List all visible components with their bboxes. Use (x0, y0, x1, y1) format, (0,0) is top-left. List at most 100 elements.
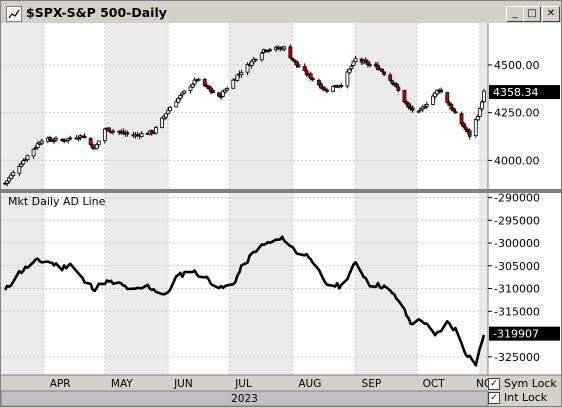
candle-body[interactable] (339, 85, 344, 87)
maximize-button[interactable]: □ (523, 6, 541, 22)
candle-body[interactable] (160, 117, 164, 128)
candle-body[interactable] (221, 91, 226, 97)
candle-body[interactable] (82, 135, 87, 139)
candle-body[interactable] (182, 90, 187, 94)
candle-body[interactable] (396, 86, 401, 91)
candle-body[interactable] (196, 78, 201, 81)
candle-body[interactable] (33, 146, 38, 149)
candle-body[interactable] (374, 63, 378, 67)
candle-body[interactable] (292, 59, 297, 62)
candle-body[interactable] (149, 130, 154, 134)
candle-body[interactable] (351, 60, 356, 66)
candle-body[interactable] (219, 95, 223, 98)
ad-line[interactable] (3, 235, 486, 367)
close-button[interactable]: ✕ (542, 6, 560, 22)
candle-body[interactable] (308, 73, 313, 79)
minimize-button[interactable]: _ (506, 6, 524, 22)
candle-body[interactable] (208, 87, 213, 92)
candle-body[interactable] (225, 88, 230, 91)
title-bar[interactable]: $SPX-S&P 500-Daily _ □ ✕ (2, 2, 560, 25)
candle-body[interactable] (88, 138, 93, 145)
candle-body[interactable] (253, 58, 258, 61)
candle-body[interactable] (323, 88, 327, 91)
candle-body[interactable] (394, 83, 399, 87)
candle-body[interactable] (459, 113, 464, 125)
candle-body[interactable] (416, 110, 421, 113)
candle-body[interactable] (117, 130, 122, 133)
candle-body[interactable] (349, 65, 354, 70)
candle-body[interactable] (94, 144, 99, 150)
candle-body[interactable] (5, 180, 10, 184)
candle-body[interactable] (17, 165, 22, 174)
candle-body[interactable] (424, 104, 429, 107)
candle-body[interactable] (347, 68, 352, 74)
candle-body[interactable] (164, 113, 168, 118)
candle-body[interactable] (404, 101, 409, 105)
candle-body[interactable] (211, 90, 215, 94)
candle-body[interactable] (235, 74, 240, 81)
candle-body[interactable] (345, 71, 350, 87)
candle-body[interactable] (107, 127, 111, 132)
candle-body[interactable] (451, 107, 456, 112)
candle-body[interactable] (39, 140, 44, 144)
candle-body[interactable] (96, 140, 101, 146)
candle-body[interactable] (21, 160, 26, 165)
candle-body[interactable] (125, 132, 130, 135)
candle-body[interactable] (111, 130, 115, 133)
candle-body[interactable] (422, 106, 427, 109)
candle-body[interactable] (310, 77, 315, 81)
candle-body[interactable] (245, 63, 250, 73)
candle-body[interactable] (316, 80, 321, 86)
candle-body[interactable] (223, 89, 228, 93)
candle-body[interactable] (431, 95, 435, 105)
candle-body[interactable] (319, 83, 323, 89)
candle-body[interactable] (479, 101, 484, 110)
candle-body[interactable] (325, 89, 329, 92)
candle-body[interactable] (178, 95, 183, 99)
candle-body[interactable] (35, 143, 40, 148)
candle-body[interactable] (410, 107, 415, 111)
candle-body[interactable] (239, 72, 244, 76)
candle-body[interactable] (304, 70, 309, 75)
candle-body[interactable] (363, 59, 368, 63)
candle-body[interactable] (176, 97, 181, 103)
candle-body[interactable] (153, 127, 158, 134)
candle-body[interactable] (402, 90, 407, 103)
candle-body[interactable] (166, 109, 170, 115)
candle-body[interactable] (188, 86, 193, 91)
candle-body[interactable] (296, 64, 301, 68)
candle-body[interactable] (180, 92, 185, 96)
candle-body[interactable] (9, 174, 14, 179)
candle-body[interactable] (439, 89, 444, 93)
candle-body[interactable] (302, 66, 307, 71)
candle-body[interactable] (461, 122, 466, 128)
candle-body[interactable] (331, 85, 336, 92)
candle-body[interactable] (192, 79, 197, 85)
candle-body[interactable] (68, 137, 73, 140)
candle-body[interactable] (139, 133, 144, 138)
candle-body[interactable] (463, 126, 468, 130)
candle-body[interactable] (259, 52, 264, 61)
candle-body[interactable] (168, 106, 173, 112)
candle-body[interactable] (121, 130, 126, 134)
candle-body[interactable] (90, 144, 95, 149)
candle-body[interactable] (231, 79, 236, 89)
candle-body[interactable] (433, 92, 437, 98)
candle-body[interactable] (321, 86, 325, 90)
candle-body[interactable] (449, 104, 454, 110)
price-candles[interactable] (3, 44, 486, 187)
candle-body[interactable] (406, 102, 411, 108)
candle-body[interactable] (380, 68, 384, 72)
candle-body[interactable] (477, 108, 482, 117)
candle-body[interactable] (288, 46, 293, 59)
candle-body[interactable] (7, 177, 12, 182)
candle-body[interactable] (445, 92, 450, 103)
candle-body[interactable] (19, 163, 24, 167)
candle-body[interactable] (174, 101, 179, 108)
candle-body[interactable] (76, 137, 81, 140)
candle-body[interactable] (376, 65, 380, 70)
int-lock-checkbox[interactable]: ✓ (488, 392, 500, 404)
candle-body[interactable] (367, 64, 372, 67)
ad-line-path[interactable] (3, 235, 486, 367)
candle-body[interactable] (290, 57, 295, 61)
